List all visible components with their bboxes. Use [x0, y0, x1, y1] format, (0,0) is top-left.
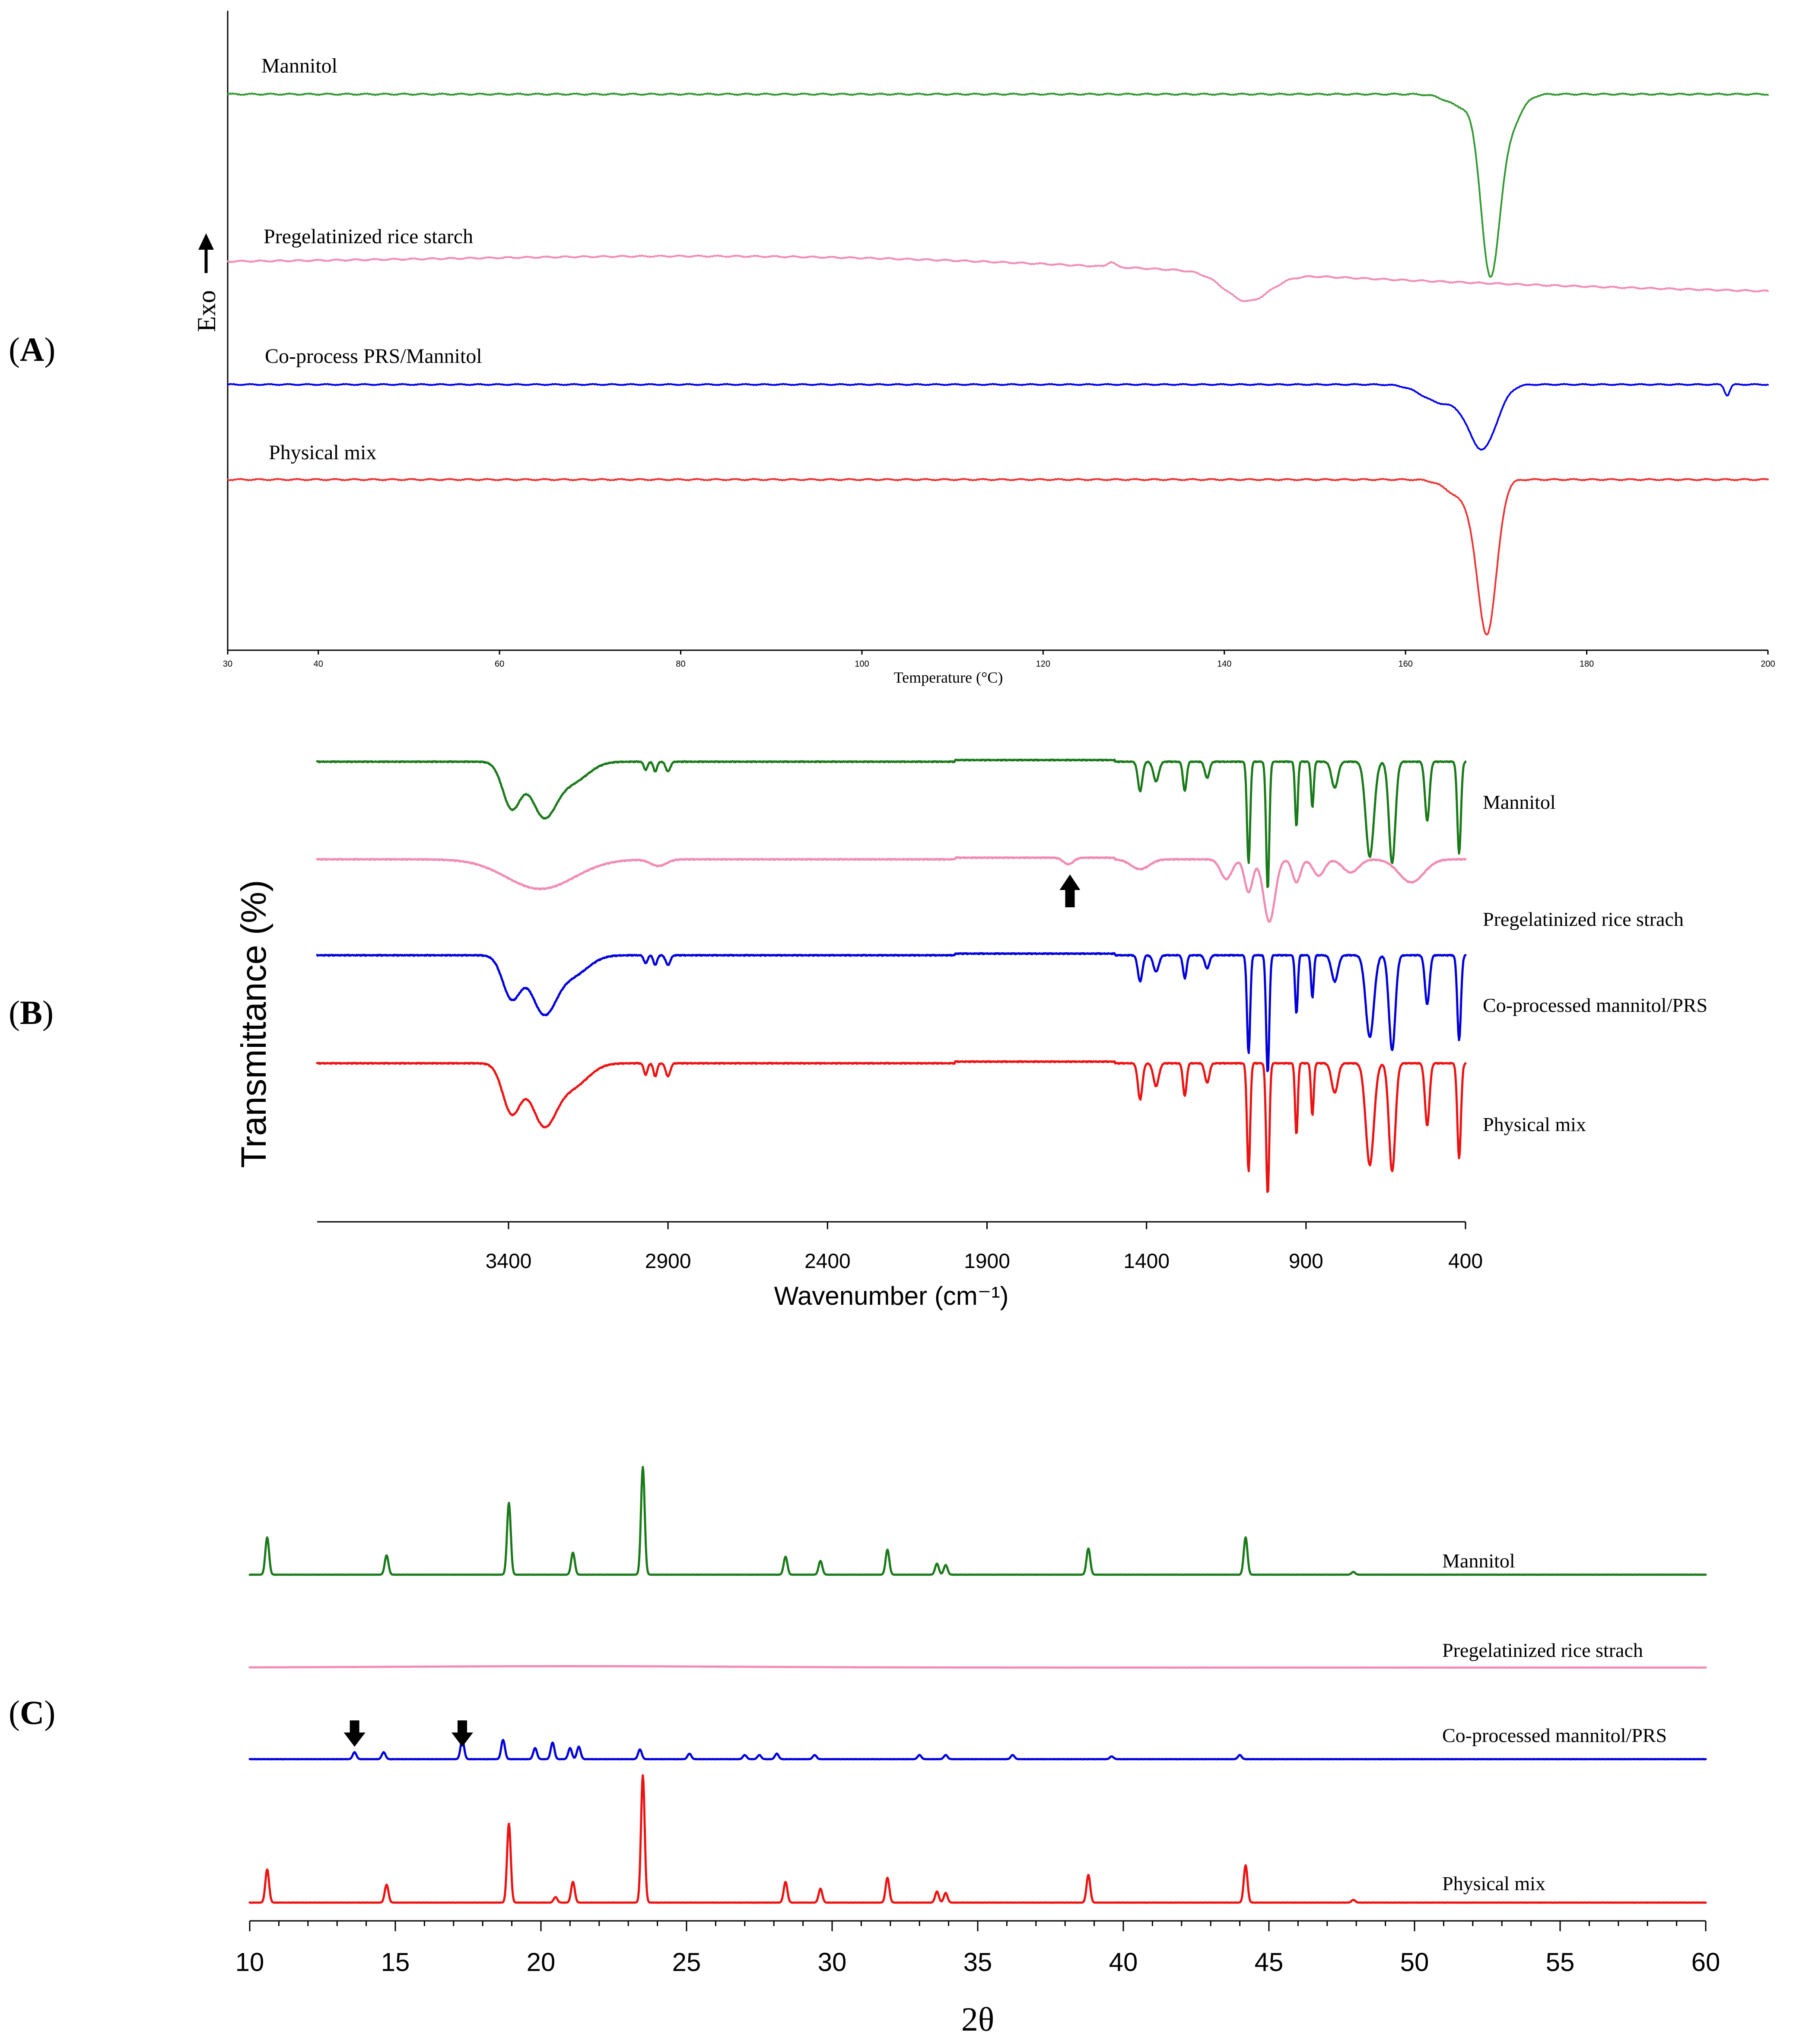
panel-a-label: (A) — [9, 331, 55, 368]
panel-a-x-tick-label-160: 160 — [1398, 659, 1412, 669]
panel-c-xrd-chart: (C) 10 15 20 25 30 35 40 45 50 55 60 Mannitol Prege… — [9, 1465, 1720, 2038]
panel-a-legend-physical-mix: Physical mix — [269, 441, 376, 464]
panel-b-x-tick-label-1400: 1400 — [1123, 1250, 1170, 1273]
panel-a-y-axis-label: Exo — [192, 290, 221, 332]
panel-b-legend-physical-mix: Physical mix — [1483, 1113, 1586, 1135]
panel-b-trace-mannitol — [316, 758, 1467, 888]
panel-c-trace-physical-mix — [248, 1774, 1707, 1904]
panel-a-legend-pregelatinized-rice-starch: Pregelatinized rice starch — [264, 225, 473, 248]
panel-b-x-tick-label-1900: 1900 — [964, 1250, 1010, 1273]
panel-b-arrow-up-icon — [1059, 874, 1081, 907]
panel-c-legend-physical-mix: Physical mix — [1442, 1872, 1545, 1895]
panel-a-x-tick-label-100: 100 — [855, 659, 869, 669]
panel-a-x-tick-label-200: 200 — [1761, 659, 1775, 669]
panel-a-x-tick-label-60: 60 — [495, 659, 504, 669]
panel-b-label: (B) — [9, 994, 54, 1031]
panel-c-legend-mannitol: Mannitol — [1442, 1550, 1515, 1572]
panel-c-x-axis-label: 2θ — [961, 2000, 994, 2038]
panel-b-trace-physical-mix — [316, 1060, 1467, 1193]
panel-a-x-tick-label-40: 40 — [314, 659, 323, 669]
panel-a-x-tick-label-180: 180 — [1580, 659, 1594, 669]
panel-c-x-tick-label-50: 50 — [1400, 1948, 1429, 1977]
panel-b-legend-co-processed-mannitol-prs: Co-processed mannitol/PRS — [1483, 994, 1707, 1016]
panel-b-x-tick-label-400: 400 — [1448, 1250, 1483, 1273]
panel-c-legend-co-processed-mannitol-prs: Co-processed mannitol/PRS — [1442, 1724, 1667, 1746]
panel-c-trace-pregelatinized-rice-strach — [248, 1665, 1707, 1669]
panel-b-x-tick-label-3400: 3400 — [486, 1250, 532, 1273]
panel-c-x-tick-label-35: 35 — [963, 1948, 992, 1977]
panel-a-x-tick-label-120: 120 — [1036, 659, 1050, 669]
panel-c-x-tick-label-15: 15 — [381, 1948, 410, 1977]
panel-c-x-tick-label-60: 60 — [1691, 1948, 1720, 1977]
panel-c-x-tick-label-40: 40 — [1109, 1948, 1138, 1977]
panel-c-x-tick-label-10: 10 — [235, 1948, 264, 1977]
panel-b-x-tick-label-2900: 2900 — [645, 1250, 691, 1273]
panel-b-y-axis-label: Transmittance (%) — [234, 880, 273, 1168]
panel-a-x-tick-label-30: 30 — [223, 659, 232, 669]
panel-c-arrow-down-icon — [343, 1720, 366, 1747]
panel-a-x-axis-label: Temperature (°C) — [894, 669, 1003, 686]
panel-a-x-tick-label-80: 80 — [676, 659, 685, 669]
panel-a-legend-co-process-prs-mannitol: Co-process PRS/Mannitol — [265, 345, 482, 368]
panel-b-x-tick-label-900: 900 — [1289, 1250, 1323, 1273]
panel-c-legend-pregelatinized-rice-strach: Pregelatinized rice strach — [1442, 1639, 1643, 1661]
panel-b-x-axis-label: Wavenumber (cm⁻¹) — [774, 1281, 1009, 1310]
panel-c-x-tick-label-30: 30 — [818, 1948, 847, 1977]
panel-b-legend-pregelatinized-rice-strach: Pregelatinized rice strach — [1483, 908, 1684, 930]
panel-b-ftir-chart: (B) Transmittance (%) 3400 2900 2400 1900 14… — [9, 758, 1707, 1310]
panel-a-legend-mannitol: Mannitol — [261, 54, 337, 77]
panel-b-x-tick-label-2400: 2400 — [804, 1250, 851, 1273]
panel-a-trace-pregelatinized-rice-starch — [227, 254, 1769, 302]
panel-c-label: (C) — [9, 1694, 55, 1731]
panel-a-exo-arrow-icon — [198, 233, 214, 273]
panel-a-trace-physical-mix — [227, 477, 1769, 636]
panel-b-trace-pregelatinized-rice-strach — [316, 856, 1467, 923]
panel-c-trace-co-processed-mannitol-prs — [248, 1739, 1707, 1761]
panel-a-dsc-chart: (A) Exo 30 40 60 80 100 120 140 160 180 200 Manni… — [9, 11, 1775, 686]
panel-a-x-tick-label-140: 140 — [1217, 659, 1231, 669]
panel-c-x-tick-label-25: 25 — [672, 1948, 701, 1977]
panel-c-x-tick-label-45: 45 — [1255, 1948, 1284, 1977]
panel-b-legend-mannitol: Mannitol — [1483, 791, 1556, 813]
panel-c-trace-mannitol — [248, 1465, 1707, 1576]
panel-c-x-tick-label-20: 20 — [527, 1948, 556, 1977]
panel-a-trace-co-process-prs-mannitol — [227, 383, 1769, 451]
panel-b-trace-co-processed-mannitol-prs — [316, 952, 1467, 1072]
panel-c-x-tick-label-55: 55 — [1546, 1948, 1575, 1977]
panel-c-arrow-down-icon — [451, 1720, 474, 1747]
panel-a-trace-mannitol — [227, 92, 1769, 278]
